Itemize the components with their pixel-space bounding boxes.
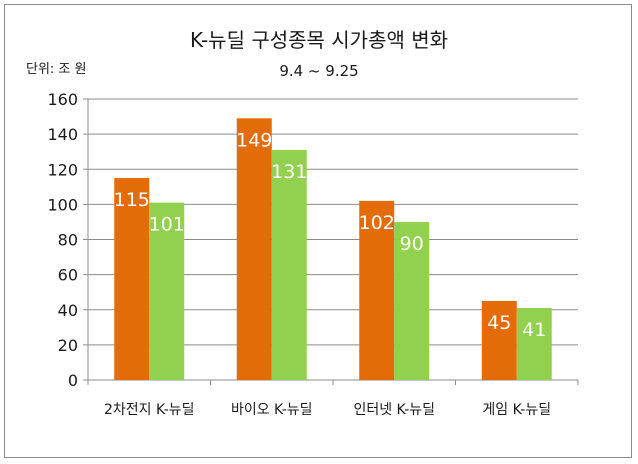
y-tick-label: 100 (47, 195, 78, 214)
chart-subtitle: 9.4 ~ 9.25 (279, 62, 359, 80)
y-tick-label: 120 (47, 160, 78, 179)
bar (236, 118, 272, 380)
y-tick-label: 140 (47, 125, 78, 144)
data-label: 90 (400, 233, 424, 255)
category-label: 인터넷 K-뉴딜 (353, 402, 435, 418)
data-label: 149 (236, 129, 272, 151)
bar (271, 149, 307, 380)
y-tick-label: 20 (58, 336, 78, 355)
bar (114, 178, 150, 380)
unit-label: 단위: 조 원 (26, 62, 87, 77)
category-label: 바이오 K-뉴딜 (231, 402, 313, 418)
bar (359, 200, 395, 380)
category-label: 2차전지 K-뉴딜 (104, 402, 195, 418)
data-label: 131 (271, 161, 307, 183)
y-tick-label: 80 (58, 231, 78, 250)
y-tick-label: 160 (47, 90, 78, 109)
chart-title: K-뉴딜 구성종목 시가총액 변화 (189, 28, 449, 52)
category-label: 게임 K-뉴딜 (482, 402, 551, 418)
data-label: 45 (487, 312, 511, 334)
y-tick-label: 40 (58, 301, 78, 320)
data-label: 101 (149, 214, 185, 236)
data-label: 102 (359, 212, 395, 234)
bar (481, 300, 517, 380)
bar (394, 221, 430, 380)
y-tick-label: 0 (68, 371, 78, 390)
bar (149, 202, 185, 380)
data-label: 41 (522, 319, 546, 341)
bar (516, 307, 552, 380)
y-tick-label: 60 (58, 266, 78, 285)
chart-frame (4, 4, 632, 458)
data-label: 115 (114, 189, 150, 211)
